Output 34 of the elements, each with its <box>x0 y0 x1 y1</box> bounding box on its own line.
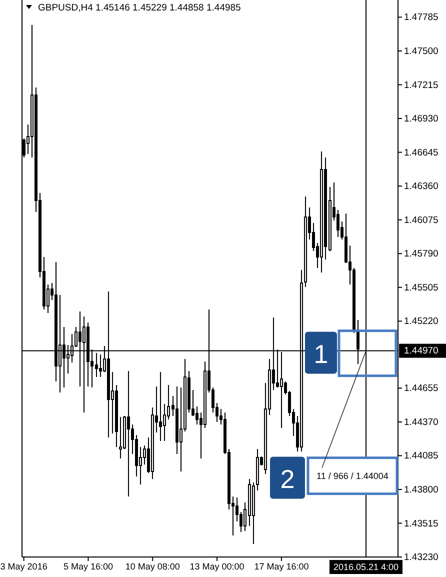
y-tick-label: 1.47500 <box>404 46 438 57</box>
y-tick-label: 1.47215 <box>404 80 438 91</box>
candlestick <box>195 406 198 425</box>
y-tick-label: 1.43515 <box>404 518 438 530</box>
y-tick-label: 1.43800 <box>404 484 438 496</box>
y-tick-label: 1.45790 <box>404 248 438 260</box>
candlestick <box>336 209 340 238</box>
chart-title: GBPUSD,H4 1.45146 1.45229 1.44858 1.44985 <box>38 2 241 14</box>
y-tick-label: 1.46930 <box>404 114 438 125</box>
y-tick-label: 1.46645 <box>404 147 438 158</box>
y-tick-label: 1.45505 <box>404 282 438 294</box>
y-tick-label: 1.43230 <box>404 552 438 564</box>
x-tick-label: 13 May 00:00 <box>190 561 244 572</box>
candlestick <box>159 372 162 442</box>
candlestick <box>163 404 166 442</box>
y-tick-label: 1.46360 <box>404 181 438 192</box>
x-tick-label: 2016.05.21 4:00 <box>333 562 399 572</box>
y-tick-label: 1.46075 <box>404 214 438 226</box>
x-tick-label: 3 May 2016 <box>0 561 48 572</box>
x-tick-label: 10 May 08:00 <box>125 561 180 572</box>
x-tick-label: 5 May 16:00 <box>63 561 113 572</box>
annotation: 11 / 966 / 1.44004 <box>316 470 388 481</box>
y-tick-label: 1.44655 <box>404 383 438 394</box>
annotation: 2 <box>280 464 295 494</box>
ref-line-label: 1.44970 <box>404 345 438 356</box>
y-tick-label: 1.44085 <box>404 450 438 462</box>
y-tick-label: 1.45220 <box>404 316 438 328</box>
candlestick <box>118 416 122 460</box>
annotation: 1 <box>314 338 328 369</box>
x-tick-label: 17 May 16:00 <box>254 561 309 572</box>
candlestick <box>126 370 130 498</box>
y-tick-label: 1.44370 <box>404 416 438 428</box>
y-tick-label: 1.47785 <box>404 12 438 24</box>
candlestick <box>98 354 102 378</box>
